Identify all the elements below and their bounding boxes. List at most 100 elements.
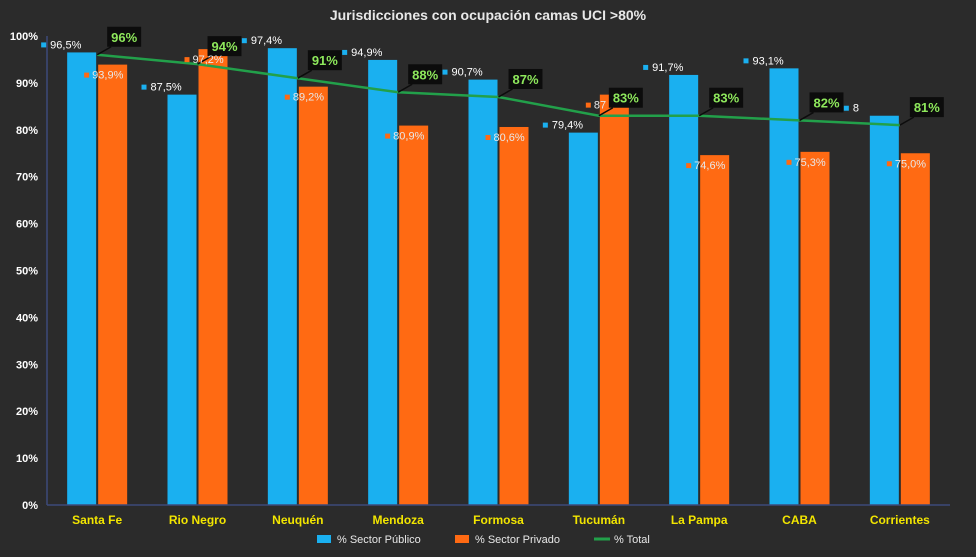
y-tick-label: 10% xyxy=(16,453,38,465)
bar-privado xyxy=(800,151,830,505)
publico-data-label: 79,4% xyxy=(552,120,583,132)
x-axis: Santa Fe Rio Negro Neuquén Mendoza Formosa Tu… xyxy=(47,504,950,527)
total-label-box xyxy=(508,68,543,89)
publico-marker xyxy=(743,58,749,64)
bar-privado xyxy=(900,153,930,505)
privado-marker xyxy=(686,163,692,169)
chart-title: Jurisdicciones con ocupación camas UCI >… xyxy=(330,7,647,23)
bar-publico xyxy=(568,132,598,505)
category-label: Tucumán xyxy=(573,513,625,527)
total-data-label: 96% xyxy=(111,30,137,45)
total-label-leader xyxy=(799,111,814,122)
total-line: 96% 94% 91% 88% 87% 83% 83% 82% 81% xyxy=(96,26,944,127)
privado-data-label: 97,2% xyxy=(193,54,224,66)
bar-privado xyxy=(599,94,629,505)
total-data-label: 94% xyxy=(211,39,237,54)
total-label-box xyxy=(307,50,342,71)
legend: % Sector Público % Sector Privado % Total xyxy=(317,534,650,546)
total-data-label: 83% xyxy=(713,91,739,106)
privado-marker xyxy=(385,133,391,139)
total-label-box xyxy=(608,87,643,108)
total-data-label: 87% xyxy=(512,72,538,87)
category-label: La Pampa xyxy=(671,513,728,527)
legend-label: % Total xyxy=(614,534,650,546)
publico-data-label: 96,5% xyxy=(50,39,81,51)
bars xyxy=(67,48,930,506)
total-label-leader xyxy=(498,88,513,98)
y-tick-label: 30% xyxy=(16,359,38,371)
publico-data-label: 8 xyxy=(853,103,859,115)
y-tick-label: 100% xyxy=(10,31,38,43)
privado-marker xyxy=(485,134,491,140)
privado-marker xyxy=(184,57,190,63)
category-label: Neuquén xyxy=(272,513,323,527)
total-label-box xyxy=(408,64,443,85)
privado-marker xyxy=(284,94,290,100)
bar-privado xyxy=(98,64,128,505)
bar-publico xyxy=(368,59,398,505)
total-label-box xyxy=(909,97,944,118)
privado-marker xyxy=(886,161,892,167)
y-tick-label: 80% xyxy=(16,125,38,137)
bar-publico xyxy=(869,115,899,505)
bar-publico xyxy=(769,68,799,506)
total-label-box xyxy=(207,36,242,57)
privado-data-label: 80,9% xyxy=(393,131,424,143)
publico-marker xyxy=(442,69,448,75)
legend-label: % Sector Público xyxy=(337,534,421,546)
publico-marker xyxy=(342,49,348,55)
total-label-leader xyxy=(96,46,112,56)
total-label-leader xyxy=(698,107,714,117)
bar-publico xyxy=(468,79,498,505)
bar-publico xyxy=(167,94,197,505)
y-tick-label: 40% xyxy=(16,312,38,324)
total-label-box xyxy=(107,26,142,47)
bar-privado xyxy=(198,49,228,506)
y-tick-label: 50% xyxy=(16,266,38,278)
total-data-label: 81% xyxy=(914,100,940,115)
privado-data-label: 80,6% xyxy=(494,132,525,144)
category-label: Mendoza xyxy=(372,513,424,527)
category-label: Formosa xyxy=(473,513,524,527)
total-label-box xyxy=(809,92,844,113)
bar-privado xyxy=(700,155,730,505)
publico-marker xyxy=(241,38,247,44)
bar-privado xyxy=(499,126,529,506)
legend-swatch xyxy=(455,535,469,543)
publico-marker xyxy=(542,122,548,128)
total-label-leader xyxy=(397,83,413,93)
category-label: CABA xyxy=(782,513,817,527)
privado-marker xyxy=(585,102,591,108)
y-tick-label: 20% xyxy=(16,406,38,418)
total-data-label: 83% xyxy=(613,91,639,106)
publico-data-label: 94,9% xyxy=(351,47,382,59)
category-label: Rio Negro xyxy=(169,513,226,527)
y-tick-label: 70% xyxy=(16,172,38,184)
privado-marker xyxy=(786,159,792,165)
total-data-label: 88% xyxy=(412,67,438,82)
category-label: Santa Fe xyxy=(72,513,122,527)
publico-marker xyxy=(843,105,849,111)
bar-privado xyxy=(298,86,328,505)
y-axis: 0% 10% 20% 30% 40% 50% 60% 70% 80% 90% 100% xyxy=(10,31,48,512)
publico-data-label: 93,1% xyxy=(753,55,784,67)
legend-label: % Sector Privado xyxy=(475,534,560,546)
total-label-leader xyxy=(899,116,915,126)
category-label: Corrientes xyxy=(870,513,930,527)
publico-marker xyxy=(141,84,147,90)
data-labels: 96,5% 93,9% 87,5% 97,2% 97,4% 89,2% 94,9% 80,9%… xyxy=(41,35,926,172)
total-data-label: 91% xyxy=(312,53,338,68)
y-tick-label: 60% xyxy=(16,219,38,231)
y-tick-label: 0% xyxy=(22,500,38,512)
privado-data-label: 75,3% xyxy=(795,157,826,169)
publico-data-label: 87,5% xyxy=(151,82,182,94)
y-tick-label: 90% xyxy=(16,78,38,90)
privado-data-label: 75,0% xyxy=(895,158,926,170)
total-label-box xyxy=(709,87,744,108)
total-data-label: 82% xyxy=(813,95,839,110)
privado-data-label: 87 xyxy=(594,100,606,112)
bar-publico xyxy=(267,48,297,505)
publico-marker xyxy=(41,42,47,48)
